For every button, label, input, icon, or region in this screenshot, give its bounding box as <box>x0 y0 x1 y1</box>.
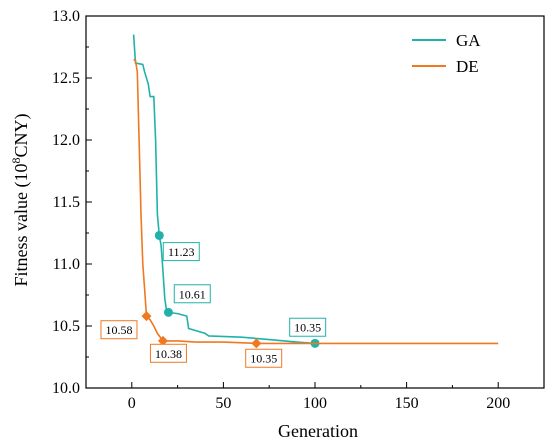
y-tick-label: 10.0 <box>52 380 80 397</box>
legend-label: GA <box>456 31 481 50</box>
y-axis-ticks: 10.0 10.5 11.0 11.5 12.0 12.5 13.0 <box>52 8 92 397</box>
y-axis-title: Fitness value (108CNY) <box>9 113 32 286</box>
annotation-layer: 11.23 10.61 10.35 10.58 10.38 10.35 <box>100 242 327 368</box>
y-tick-label: 12.5 <box>52 70 80 87</box>
legend: GA DE <box>412 31 481 76</box>
y-axis-title-main: Fitness value (10 <box>11 164 32 287</box>
data-label-box <box>289 317 327 337</box>
x-axis-title: Generation <box>278 421 358 441</box>
x-tick-label: 200 <box>486 395 510 412</box>
data-label-text: 10.35 <box>250 352 277 366</box>
series-line-ga <box>132 34 316 345</box>
legend-item-ga: GA <box>412 31 481 50</box>
data-label: 10.35 <box>245 348 283 368</box>
series-de <box>133 58 499 349</box>
data-point-ga <box>163 307 173 317</box>
legend-item-de: DE <box>412 57 479 76</box>
data-point-ga <box>154 230 164 240</box>
y-tick-label: 11.0 <box>53 256 80 273</box>
series-ga <box>132 34 320 348</box>
data-label-box <box>245 348 283 368</box>
x-tick-label: 0 <box>128 395 136 412</box>
legend-label: DE <box>456 57 479 76</box>
y-tick-label: 10.5 <box>52 318 80 335</box>
data-point-de <box>157 335 168 346</box>
x-tick-label: 100 <box>303 395 327 412</box>
data-label-text: 11.23 <box>168 245 195 259</box>
data-label-box <box>173 284 211 304</box>
y-axis-title-end: CNY) <box>11 113 32 157</box>
data-label-text: 10.35 <box>294 321 321 335</box>
series-layer <box>132 34 499 349</box>
x-tick-label: 50 <box>215 395 231 412</box>
data-label-text: 10.58 <box>105 323 132 337</box>
y-tick-label: 13.0 <box>52 8 80 25</box>
data-label: 10.38 <box>149 343 187 363</box>
y-tick-label: 12.0 <box>52 132 80 149</box>
data-label-box <box>162 242 200 262</box>
data-point-de <box>141 311 152 322</box>
x-tick-label: 150 <box>395 395 419 412</box>
data-label-text: 10.38 <box>155 347 182 361</box>
data-label: 10.58 <box>100 320 138 340</box>
data-label-text: 10.61 <box>179 287 206 301</box>
x-axis-ticks: 0 50 100 150 200 <box>128 382 510 412</box>
data-point-de <box>251 338 262 349</box>
data-label: 10.35 <box>289 317 327 337</box>
data-label-box <box>149 343 187 363</box>
y-axis-title-sup: 8 <box>9 158 23 164</box>
data-label-box <box>100 320 138 340</box>
y-tick-label: 11.5 <box>53 194 80 211</box>
data-label: 11.23 <box>162 242 200 262</box>
series-line-de <box>133 58 499 345</box>
data-label: 10.61 <box>173 284 211 304</box>
